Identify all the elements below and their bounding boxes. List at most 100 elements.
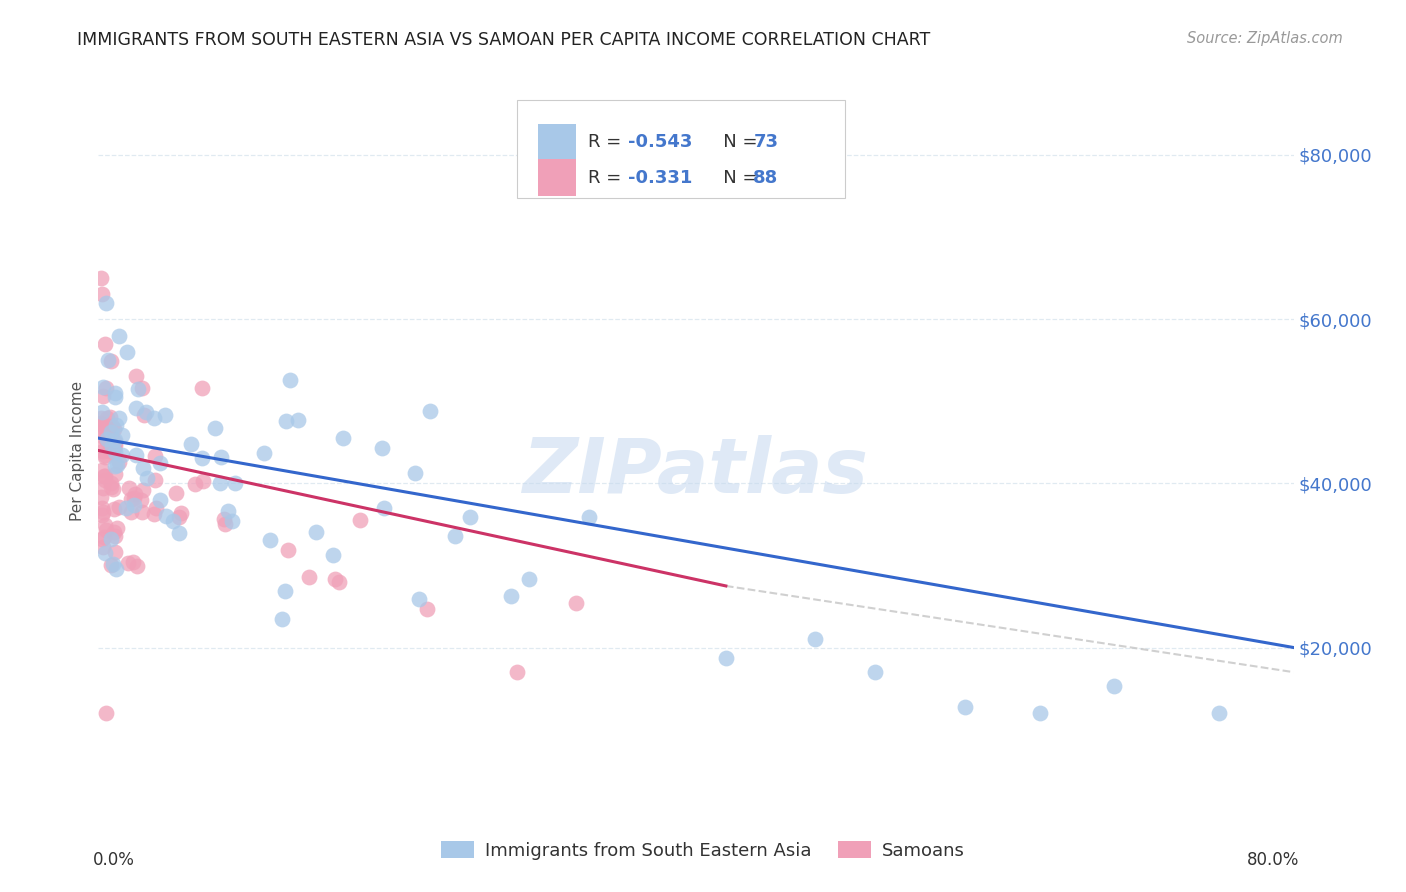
Point xyxy=(506,665,529,679)
Point xyxy=(103,441,125,455)
Text: Source: ZipAtlas.com: Source: ZipAtlas.com xyxy=(1187,31,1343,46)
Point xyxy=(96,411,118,425)
Point xyxy=(100,475,122,490)
Point xyxy=(94,546,117,560)
Point xyxy=(93,481,115,495)
Point xyxy=(107,500,129,514)
Point xyxy=(204,421,226,435)
Point xyxy=(419,404,441,418)
Point xyxy=(124,487,146,501)
Point xyxy=(191,474,214,488)
Point xyxy=(90,271,112,285)
Point xyxy=(107,458,129,473)
Point xyxy=(404,466,426,480)
Point xyxy=(565,596,588,610)
Legend: Immigrants from South Eastern Asia, Samoans: Immigrants from South Eastern Asia, Samo… xyxy=(434,834,972,867)
Point xyxy=(416,602,439,616)
Point xyxy=(94,425,117,439)
Point xyxy=(131,505,153,519)
Point xyxy=(224,476,246,491)
Point xyxy=(100,532,122,546)
Point xyxy=(120,505,142,519)
Point xyxy=(323,572,346,586)
Point xyxy=(148,456,170,470)
Point xyxy=(143,508,166,522)
Point xyxy=(94,473,117,487)
Text: 88: 88 xyxy=(754,169,779,186)
Point xyxy=(103,544,125,558)
Point xyxy=(94,706,117,721)
Point xyxy=(101,419,124,434)
Point xyxy=(91,444,114,458)
Text: -0.331: -0.331 xyxy=(628,169,692,186)
Point xyxy=(127,382,149,396)
Point xyxy=(190,450,212,465)
Point xyxy=(124,498,146,512)
Point xyxy=(100,425,122,440)
Point xyxy=(96,432,118,446)
Point xyxy=(94,295,117,310)
Point xyxy=(132,408,155,422)
Point xyxy=(94,437,117,451)
Point xyxy=(103,557,125,571)
Point xyxy=(111,448,134,462)
Point xyxy=(90,463,112,477)
Point xyxy=(167,526,190,541)
Point xyxy=(1028,706,1050,721)
Point xyxy=(136,471,159,485)
Point xyxy=(107,411,129,425)
Text: -0.543: -0.543 xyxy=(628,134,692,152)
Point xyxy=(145,450,167,464)
Point xyxy=(91,287,114,301)
Point xyxy=(444,529,467,543)
Point xyxy=(93,530,115,544)
Point xyxy=(120,492,142,507)
Point xyxy=(253,445,276,459)
Point xyxy=(91,501,114,516)
Text: 0.0%: 0.0% xyxy=(93,852,135,870)
Point xyxy=(132,461,155,475)
Point xyxy=(124,448,146,462)
Point xyxy=(90,490,112,504)
Text: 80.0%: 80.0% xyxy=(1247,852,1299,870)
Point xyxy=(115,345,138,359)
Point xyxy=(96,434,118,449)
Point xyxy=(97,353,120,368)
Point xyxy=(90,423,112,437)
Point xyxy=(149,492,172,507)
Point xyxy=(578,510,600,524)
Point xyxy=(104,385,127,400)
Point xyxy=(94,469,117,483)
Point xyxy=(93,469,115,483)
FancyBboxPatch shape xyxy=(538,159,576,196)
Point xyxy=(104,467,127,481)
Point xyxy=(214,516,236,531)
Text: R =: R = xyxy=(589,134,627,152)
Point xyxy=(111,428,134,442)
Point xyxy=(101,439,124,453)
Point xyxy=(91,505,114,519)
Point xyxy=(217,504,239,518)
Point xyxy=(162,514,184,528)
Point xyxy=(104,434,127,449)
Point xyxy=(98,425,121,439)
Point xyxy=(332,431,354,445)
Point xyxy=(221,515,243,529)
Point xyxy=(117,557,139,571)
Point xyxy=(145,501,167,516)
Point xyxy=(460,509,482,524)
Point xyxy=(155,508,177,523)
Point xyxy=(105,562,128,576)
Point xyxy=(212,512,235,526)
Point xyxy=(104,444,127,458)
Point xyxy=(259,533,281,548)
Point xyxy=(804,632,827,646)
Point xyxy=(209,450,232,465)
Point xyxy=(328,575,350,590)
Y-axis label: Per Capita Income: Per Capita Income xyxy=(70,380,86,521)
Point xyxy=(94,518,117,533)
Point xyxy=(408,592,430,607)
Point xyxy=(103,422,125,436)
Point xyxy=(277,542,299,557)
Point xyxy=(131,381,153,395)
